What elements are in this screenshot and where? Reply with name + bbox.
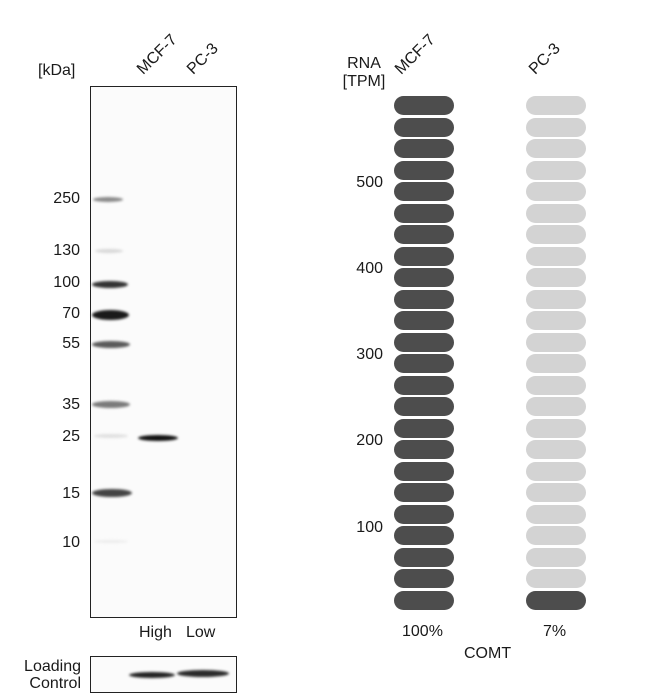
lane-label-pc3: PC-3	[183, 40, 222, 78]
rna-pill	[394, 268, 454, 287]
rna-pill	[526, 268, 586, 287]
rna-pill	[394, 203, 454, 223]
rna-pill	[394, 289, 454, 309]
kda-unit-label: [kDa]	[38, 62, 76, 79]
ladder-band-250	[93, 197, 123, 202]
marker-label-15: 15	[62, 485, 80, 502]
lane-label-mcf7: MCF-7	[133, 31, 181, 78]
rna-pill	[394, 354, 454, 373]
y-tick-300: 300	[356, 346, 383, 363]
rna-pill	[526, 483, 586, 502]
rna-pill	[394, 590, 454, 610]
rna-pill	[526, 311, 586, 330]
y-tick-200: 200	[356, 432, 383, 449]
rna-pill	[526, 182, 586, 201]
rna-pill	[394, 160, 454, 180]
rna-pill	[394, 246, 454, 266]
rna-pill	[526, 504, 586, 524]
marker-label-25: 25	[62, 428, 80, 445]
loading-control-label: Loading Control	[17, 658, 81, 692]
ladder-band-70	[92, 310, 129, 320]
rna-pill	[394, 225, 454, 244]
marker-label-130: 130	[53, 242, 80, 259]
rna-pill	[394, 375, 454, 395]
rna-pill	[526, 289, 586, 309]
rna-pill	[394, 504, 454, 524]
ladder-band-55	[92, 341, 130, 348]
marker-label-10: 10	[62, 534, 80, 551]
expression-label-high: High	[139, 624, 172, 641]
expression-label-low: Low	[186, 624, 216, 641]
loading-band-pc3	[177, 670, 229, 677]
rna-pill	[526, 547, 586, 567]
percent-label-pc3: 7%	[543, 623, 567, 640]
ladder-band-25	[94, 434, 128, 438]
loading-control-blot	[90, 656, 237, 693]
western-blot-image	[90, 86, 237, 618]
loading-band-mcf7	[129, 672, 175, 678]
rna-header-line2: [TPM]	[342, 73, 386, 90]
rna-header: RNA [TPM]	[340, 55, 388, 91]
rna-pill	[526, 590, 586, 610]
marker-label-35: 35	[62, 396, 80, 413]
rna-pill	[526, 461, 586, 481]
marker-label-250: 250	[53, 190, 80, 207]
rna-pill	[394, 332, 454, 352]
rna-pill	[526, 225, 586, 244]
rna-pill	[526, 96, 586, 115]
rna-pill	[394, 182, 454, 201]
rna-pill	[526, 246, 586, 266]
percent-label-mcf7: 100%	[402, 623, 443, 640]
y-tick-100: 100	[356, 519, 383, 536]
ladder-band-130	[95, 249, 123, 253]
rna-pill	[394, 461, 454, 481]
ladder-band-100	[92, 281, 128, 288]
rna-bar-pc3	[526, 0, 586, 697]
rna-pill	[526, 569, 586, 588]
y-tick-500: 500	[356, 174, 383, 191]
ladder-band-35	[92, 401, 130, 408]
rna-pill	[394, 483, 454, 502]
rna-pill	[394, 418, 454, 438]
rna-pill	[526, 440, 586, 459]
rna-pill	[526, 354, 586, 373]
rna-pill	[526, 332, 586, 352]
rna-pill	[526, 526, 586, 545]
marker-label-55: 55	[62, 335, 80, 352]
rna-pill	[526, 397, 586, 416]
marker-label-100: 100	[53, 274, 80, 291]
rna-pill	[526, 160, 586, 180]
ladder-band-15	[92, 489, 132, 497]
rna-pill	[394, 569, 454, 588]
rna-pill	[394, 547, 454, 567]
rna-pill	[526, 418, 586, 438]
ladder-band-10	[94, 540, 128, 543]
rna-header-line1: RNA	[347, 55, 381, 72]
rna-pill	[394, 96, 454, 115]
rna-bar-mcf7	[394, 0, 454, 697]
rna-pill	[394, 440, 454, 459]
y-tick-400: 400	[356, 260, 383, 277]
rna-pill	[394, 526, 454, 545]
gene-name-label: COMT	[464, 645, 512, 662]
rna-pill	[394, 311, 454, 330]
rna-pill	[394, 117, 454, 137]
rna-pill	[526, 203, 586, 223]
rna-pill	[526, 117, 586, 137]
marker-label-70: 70	[62, 305, 80, 322]
rna-pill	[394, 397, 454, 416]
rna-pill	[526, 375, 586, 395]
mcf7-target-band	[138, 435, 178, 441]
loading-control-label-line1: Loading	[24, 658, 81, 675]
loading-control-label-line2: Control	[29, 675, 81, 692]
rna-pill	[526, 139, 586, 158]
rna-pill	[394, 139, 454, 158]
